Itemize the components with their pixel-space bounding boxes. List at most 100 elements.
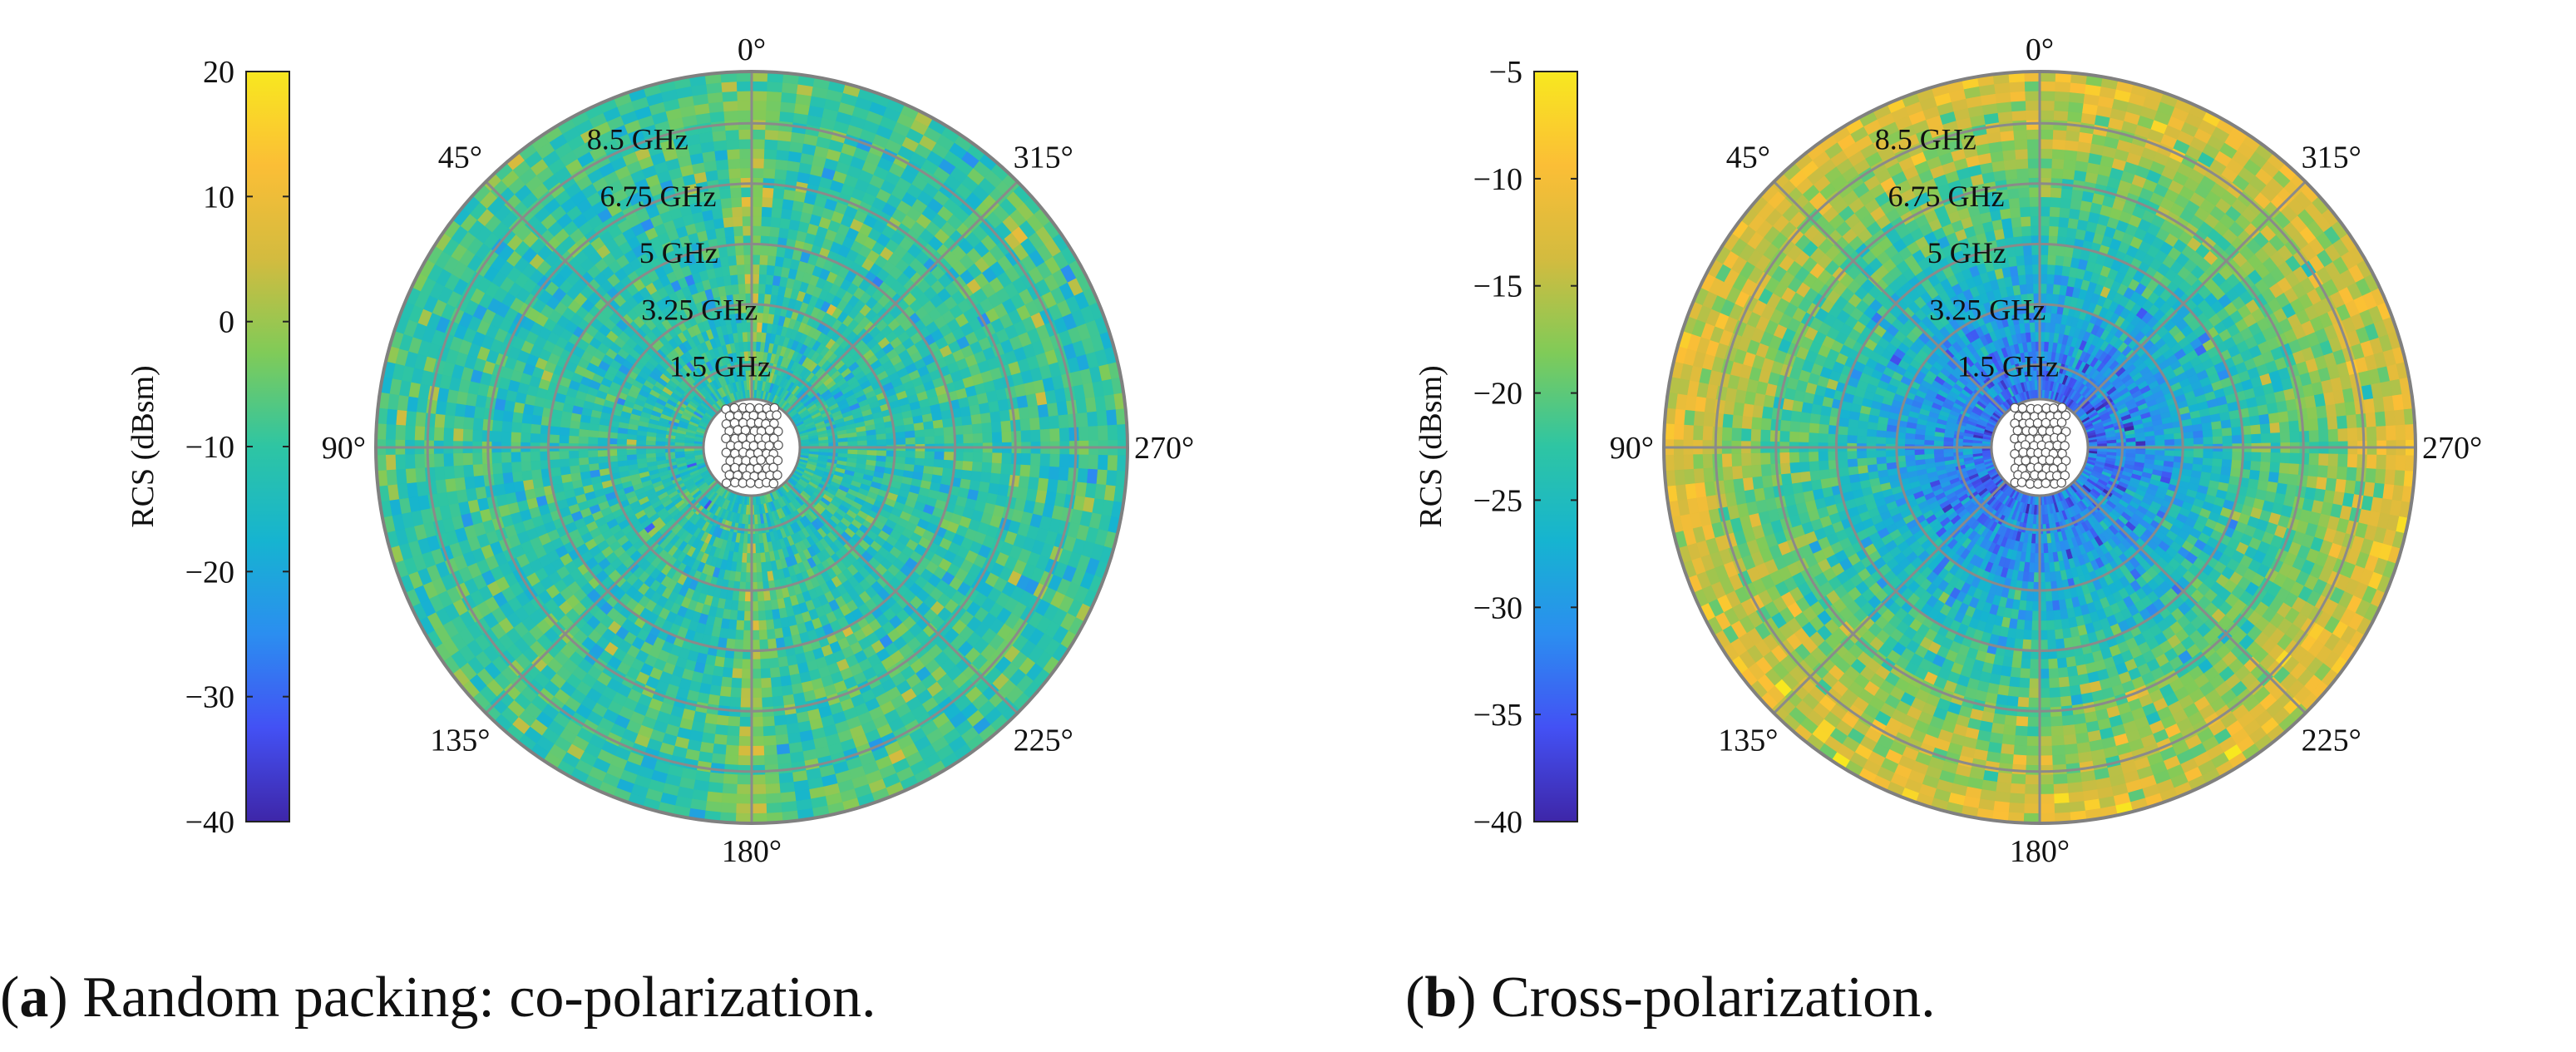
rcs-cell [1107,454,1118,472]
rcs-cell [779,782,796,794]
rcs-cell [981,422,993,433]
rcs-cell [990,462,1003,474]
rcs-cell [1096,409,1108,427]
rcs-cell [774,724,788,736]
rcs-cell [960,414,973,426]
rcs-cell [991,431,1003,443]
rcs-cell [1077,412,1089,427]
rcs-cell [1029,464,1041,478]
rcs-cell [741,205,753,217]
rcs-cell [723,225,735,238]
rcs-cell [394,424,406,441]
rcs-cell [765,274,774,285]
rcs-cell [729,696,742,709]
rcs-cell [708,111,725,123]
rcs-cell [730,196,743,208]
rcs-cell [737,100,753,111]
rcs-cell [559,458,570,468]
rcs-cell [771,686,784,698]
rcs-cell [521,422,532,434]
rcs-cell [597,450,608,457]
rcs-cell [740,571,748,583]
rcs-cell [924,427,935,437]
rcs-cell [866,454,877,462]
rcs-cell [972,432,984,443]
rcs-cell [999,473,1011,486]
rcs-cell [713,665,724,678]
rcs-cell [991,452,1003,464]
rcs-cell [809,448,820,452]
rcs-cell [737,610,746,621]
rcs-cell [635,449,647,456]
rcs-cell [501,462,513,474]
rcs-cell [905,457,916,465]
rcs-cell [737,774,753,785]
rcs-cell [683,442,694,447]
rcs-cell [766,802,783,814]
rcs-cell [520,452,531,462]
rcs-cell [732,215,743,227]
rcs-cell [736,793,753,805]
rcs-cell [709,684,723,697]
rcs-cell [530,414,543,426]
rcs-cell [726,148,740,160]
rcs-cell [943,459,955,469]
rcs-cell [751,205,762,217]
rcs-cell [751,129,766,140]
rcs-cell [1039,465,1050,479]
rcs-cell [473,406,486,420]
rcs-cell [743,244,753,255]
rcs-cell [741,196,753,207]
rcs-cell [452,428,464,442]
rcs-cell [721,206,733,219]
rcs-cell [726,735,740,747]
rcs-cell [765,773,781,785]
rcs-cell [735,254,745,265]
rcs-cell [718,695,732,708]
rcs-cell [896,437,906,445]
rcs-cell [414,467,427,483]
rcs-cell [1020,452,1032,466]
rcs-cell [963,451,974,462]
rcs-cell [453,465,465,479]
rcs-cell [738,138,753,150]
rcs-cell [1049,427,1061,442]
rcs-cell [730,600,739,611]
rcs-cell [914,428,925,437]
rcs-cell [767,254,777,266]
rcs-cell [708,772,725,784]
panel-a: 1.5 GHz 3.25 GHz 5 GHz 6.75 GHz 8.5 GHz 0° 45°… [126,32,1194,869]
rcs-cell [866,449,878,456]
rcs-cell [751,716,764,728]
rcs-cell [716,714,730,727]
rcs-cell [751,640,761,650]
rcs-cell [714,656,726,668]
rcs-cell [763,293,772,304]
rcs-cell [587,437,599,445]
rcs-cell [751,90,767,101]
rcs-cell [674,442,685,447]
rcs-cell [1048,414,1060,429]
rcs-cell [404,454,416,470]
rcs-cell [721,91,738,102]
rcs-cell [856,449,868,456]
rcs-cell [521,413,533,425]
rcs-cell [758,600,766,612]
rcs-cell [766,81,783,93]
rcs-cell [433,466,446,482]
rcs-cell [1047,478,1059,493]
rcs-cell [386,408,397,426]
rcs-cell [727,158,741,170]
rcs-cell [769,216,782,228]
rcs-cell [462,417,475,431]
rcs-cell [578,450,589,459]
rcs-cell [708,694,721,706]
rcs-cell [751,745,765,757]
rcs-cell [491,452,502,464]
rcs-cell [435,479,447,495]
rcs-cell [751,659,762,669]
rcs-cell [777,130,792,142]
rcs-cell [521,461,532,472]
rcs-cell [759,244,769,256]
rcs-cell [775,733,790,746]
